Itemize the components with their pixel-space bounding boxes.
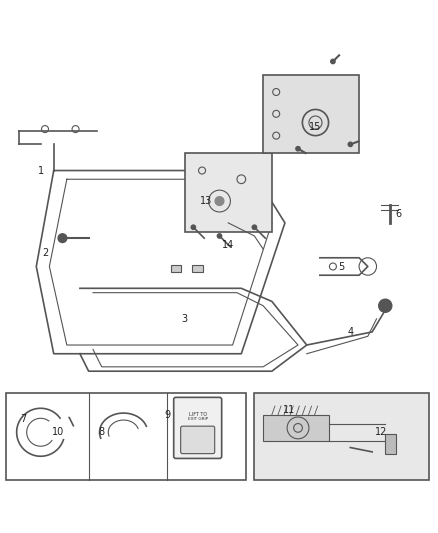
FancyBboxPatch shape	[173, 398, 221, 458]
Text: 15: 15	[309, 122, 321, 132]
Text: 2: 2	[42, 248, 48, 259]
FancyBboxPatch shape	[180, 426, 214, 454]
Text: 7: 7	[20, 414, 26, 424]
Text: 3: 3	[181, 314, 187, 324]
Bar	[262, 415, 328, 441]
Text: 14: 14	[222, 240, 234, 249]
Circle shape	[215, 197, 223, 205]
Text: 8: 8	[99, 427, 105, 437]
Bar	[6, 393, 245, 480]
Circle shape	[330, 59, 334, 63]
Text: 1: 1	[38, 166, 44, 175]
Text: 13: 13	[200, 196, 212, 206]
Bar	[262, 75, 358, 153]
Text: 4: 4	[346, 327, 353, 337]
Text: 10: 10	[52, 427, 64, 437]
Text: LIFT TO: LIFT TO	[188, 413, 206, 417]
Circle shape	[191, 225, 195, 229]
Circle shape	[295, 147, 300, 151]
Circle shape	[58, 234, 67, 243]
Circle shape	[217, 234, 221, 238]
Bar	[192, 265, 202, 272]
Text: EXIT GRIP: EXIT GRIP	[187, 417, 207, 421]
Circle shape	[66, 413, 71, 418]
Bar	[254, 393, 428, 480]
Text: 6: 6	[394, 209, 400, 219]
Text: 5: 5	[338, 262, 344, 271]
Bar	[184, 153, 271, 232]
Circle shape	[378, 299, 391, 312]
Text: 12: 12	[374, 427, 386, 437]
Text: 9: 9	[164, 410, 170, 420]
Circle shape	[128, 438, 135, 445]
Circle shape	[252, 225, 256, 229]
Text: 11: 11	[283, 406, 295, 415]
Bar	[170, 265, 181, 272]
Bar	[385, 434, 395, 454]
Circle shape	[347, 142, 352, 147]
